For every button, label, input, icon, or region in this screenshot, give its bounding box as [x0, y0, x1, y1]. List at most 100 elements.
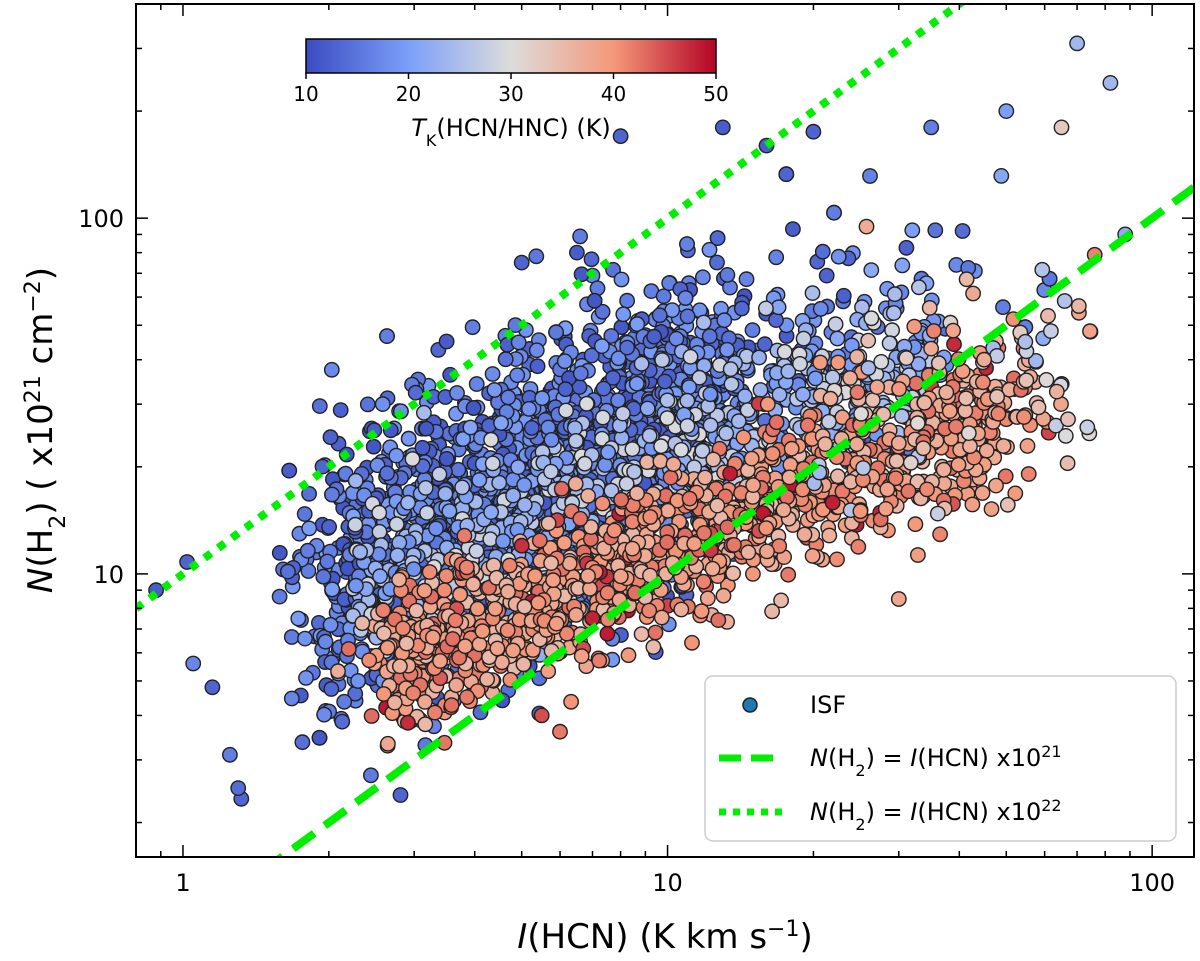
data-point	[483, 504, 499, 520]
colorbar-tick-label: 10	[293, 82, 318, 106]
data-point	[324, 486, 340, 503]
data-point	[709, 497, 726, 514]
data-point	[486, 382, 503, 398]
data-point	[898, 350, 915, 366]
data-point	[848, 436, 865, 453]
data-point	[297, 630, 313, 647]
colorbar-ticks: 10 20 30 40 50	[293, 73, 729, 106]
data-point	[580, 487, 596, 504]
data-point	[737, 388, 753, 405]
data-point	[548, 324, 564, 341]
data-point	[725, 565, 741, 582]
data-point	[582, 580, 598, 597]
data-point	[715, 587, 732, 604]
data-point	[911, 279, 927, 296]
data-point	[438, 450, 455, 467]
data-point	[965, 285, 981, 302]
data-point	[594, 495, 611, 512]
data-point	[568, 432, 584, 449]
data-point	[974, 485, 991, 501]
data-point	[1102, 75, 1119, 91]
data-point	[465, 576, 482, 593]
data-point	[354, 615, 371, 632]
data-point	[484, 455, 501, 472]
x-axis-label: I(HCN) (K km s−1)	[517, 917, 813, 958]
colorbar-tick-label: 20	[396, 82, 421, 106]
data-point	[894, 257, 911, 274]
data-point	[534, 390, 551, 407]
data-point	[983, 501, 1000, 517]
data-point	[533, 707, 550, 724]
data-point	[392, 787, 409, 803]
data-point	[679, 392, 696, 409]
data-point	[417, 716, 434, 733]
data-point	[679, 236, 695, 253]
data-point	[938, 384, 955, 401]
data-point	[641, 427, 658, 444]
data-point	[347, 516, 364, 533]
data-point	[417, 479, 434, 496]
data-point	[448, 677, 465, 694]
data-point	[436, 582, 453, 599]
data-point	[919, 481, 935, 498]
data-point	[521, 400, 537, 417]
data-point	[389, 547, 406, 564]
data-point	[456, 527, 473, 544]
data-point	[921, 299, 938, 316]
data-point	[400, 430, 417, 447]
data-point	[584, 610, 601, 627]
data-point	[998, 103, 1015, 120]
data-point	[301, 520, 318, 537]
data-point	[705, 451, 722, 468]
data-point	[443, 697, 460, 713]
data-point	[1043, 323, 1059, 339]
data-point	[778, 166, 795, 183]
data-point	[647, 624, 664, 641]
data-point	[505, 487, 521, 504]
data-point	[656, 373, 673, 390]
data-point	[679, 417, 696, 434]
data-point	[281, 462, 298, 479]
data-point	[556, 535, 573, 551]
data-point	[299, 542, 316, 559]
data-point	[322, 429, 339, 446]
data-point	[807, 370, 824, 387]
data-point	[283, 690, 300, 707]
data-point	[1079, 419, 1096, 436]
data-point	[735, 429, 752, 446]
x-tick-label: 100	[1129, 869, 1175, 897]
data-point	[677, 290, 694, 306]
data-point	[954, 223, 971, 239]
data-point	[271, 545, 288, 561]
data-point	[296, 506, 313, 522]
data-point	[610, 392, 626, 409]
colorbar-tick-label: 50	[703, 82, 728, 106]
data-point	[501, 557, 518, 574]
data-point	[681, 379, 698, 395]
data-point	[629, 316, 646, 332]
data-point	[1018, 372, 1035, 389]
data-point	[543, 555, 559, 571]
data-point	[722, 279, 738, 296]
data-point	[1056, 293, 1073, 309]
data-point	[629, 485, 645, 502]
data-point	[482, 531, 499, 548]
data-point	[311, 398, 328, 414]
data-point	[469, 600, 486, 617]
data-point	[230, 780, 247, 796]
data-point	[890, 591, 907, 607]
data-point	[290, 610, 307, 627]
data-point	[185, 655, 202, 672]
data-point	[347, 577, 364, 594]
data-point	[300, 563, 317, 579]
data-point	[315, 568, 332, 585]
data-point	[528, 248, 545, 265]
data-point	[652, 453, 669, 470]
data-point	[775, 501, 792, 518]
data-point	[885, 305, 902, 321]
data-point	[558, 402, 574, 419]
data-point	[316, 706, 333, 723]
data-point	[853, 405, 869, 422]
legend: ISF N(H2) = I(HCN) x1021 N(H2) = I(HCN) …	[704, 675, 1177, 842]
data-point	[950, 456, 967, 473]
